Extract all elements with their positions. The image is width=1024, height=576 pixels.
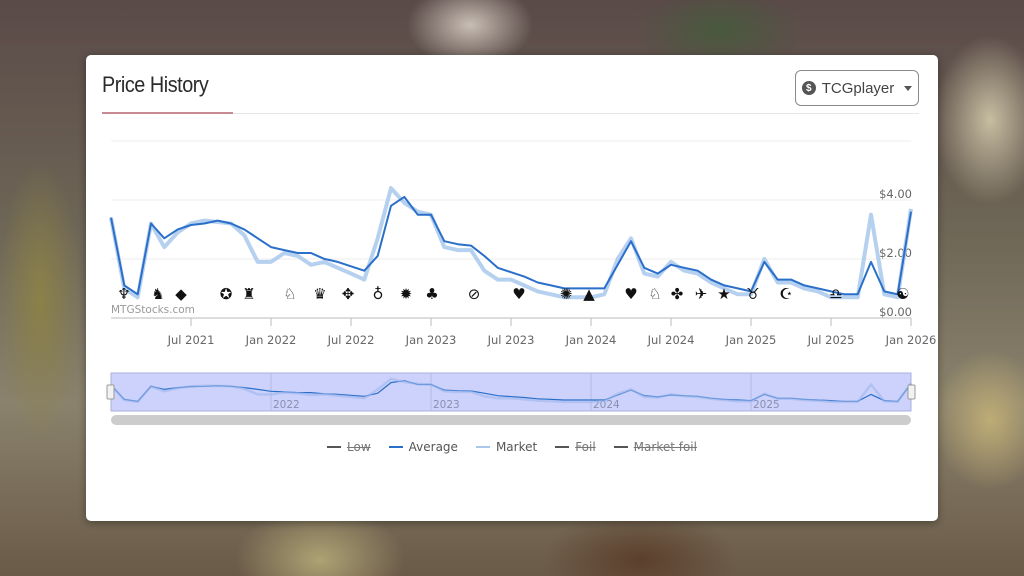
source-dropdown-button[interactable]: $ TCGplayer xyxy=(795,70,919,106)
x-tick-label: Jan 2026 xyxy=(885,333,937,347)
dollar-circle-icon: $ xyxy=(801,81,816,95)
set-symbol-icon[interactable]: ♘ xyxy=(283,285,296,303)
legend-item-market[interactable]: Market xyxy=(475,440,537,454)
set-symbol-icon[interactable]: ♞ xyxy=(151,285,164,303)
legend-item-foil[interactable]: Foil xyxy=(555,440,596,454)
x-tick-label: Jan 2025 xyxy=(725,333,777,347)
series-lines xyxy=(109,186,913,300)
set-symbol-icon[interactable]: ✹ xyxy=(400,285,413,303)
x-tick-label: Jul 2024 xyxy=(647,333,695,347)
set-symbol-icon[interactable]: ♥ xyxy=(624,285,637,303)
page-title: Price History xyxy=(102,72,209,97)
price-chart[interactable]: $4.00 $2.00 $0.00 Jul 2021 Jan 2022 Jul 20… xyxy=(86,55,938,435)
set-symbol-icon[interactable]: ♛ xyxy=(313,285,326,303)
set-symbol-icon[interactable]: ☪ xyxy=(779,285,792,303)
set-symbol-icon[interactable]: ♜ xyxy=(242,285,255,303)
set-symbol-markers: ♆ ♞ ◆ ✪ ♜ ♘ ♛ ✥ ♁ ✹ ♣ ⊘ ♥ ✺ ▲ ♥ ♘ ✤ ✈ ★ ♉ ☪ ♎ ☯ xyxy=(117,285,909,303)
y-label-4: $4.00 xyxy=(879,187,912,201)
x-tick-label: Jul 2021 xyxy=(167,333,215,347)
x-tick-label: Jul 2023 xyxy=(487,333,535,347)
x-tick-label: Jan 2024 xyxy=(565,333,617,347)
navigator-handle-right[interactable] xyxy=(907,384,916,400)
chart-legend: Low Average Market Foil Market foil xyxy=(86,440,938,454)
set-symbol-icon[interactable]: ✤ xyxy=(671,285,684,303)
set-symbol-icon[interactable]: ♘ xyxy=(648,285,661,303)
navigator-handle-left[interactable] xyxy=(106,384,115,400)
x-axis: Jul 2021 Jan 2022 Jul 2022 Jan 2023 Jul 2023… xyxy=(167,318,937,347)
set-symbol-icon[interactable]: ✪ xyxy=(220,285,233,303)
series-market xyxy=(109,186,913,300)
navigator-scrollbar[interactable] xyxy=(111,415,911,425)
series-average xyxy=(110,195,912,296)
x-tick-label: Jul 2025 xyxy=(807,333,855,347)
y-axis-labels: $4.00 $2.00 $0.00 xyxy=(879,187,912,319)
legend-swatch-average xyxy=(388,446,403,448)
set-symbol-icon[interactable]: ▲ xyxy=(583,285,595,303)
navigator-window[interactable] xyxy=(110,372,912,412)
legend-item-average[interactable]: Average xyxy=(388,440,458,454)
set-symbol-icon[interactable]: ♁ xyxy=(373,285,384,303)
price-history-card: Price History $ TCGplayer $4.00 $2.00 $0… xyxy=(86,55,938,521)
x-tick-label: Jul 2022 xyxy=(327,333,375,347)
set-symbol-icon[interactable]: ✥ xyxy=(342,285,355,303)
source-label: TCGplayer xyxy=(821,79,895,97)
x-tick-label: Jan 2022 xyxy=(245,333,297,347)
set-symbol-icon[interactable]: ★ xyxy=(717,285,730,303)
card-header: Price History $ TCGplayer xyxy=(102,55,919,114)
navigator-year-label: 2023 xyxy=(433,399,460,411)
legend-swatch-foil xyxy=(555,446,570,448)
legend-item-low[interactable]: Low xyxy=(327,440,371,454)
set-symbol-icon[interactable]: ✺ xyxy=(560,285,573,303)
set-symbol-icon[interactable]: ♣ xyxy=(425,285,438,303)
set-symbol-icon[interactable]: ◆ xyxy=(175,285,187,303)
set-symbol-icon[interactable]: ♥ xyxy=(512,285,525,303)
set-symbol-icon[interactable]: ♆ xyxy=(117,285,130,303)
set-symbol-icon[interactable]: ⊘ xyxy=(468,285,481,303)
y-label-0: $0.00 xyxy=(879,305,912,319)
set-symbol-icon[interactable]: ✈ xyxy=(695,285,708,303)
navigator-year-label: 2022 xyxy=(273,399,300,411)
navigator-year-label: 2025 xyxy=(753,399,780,411)
watermark: MTGStocks.com xyxy=(111,304,195,316)
legend-item-market-foil[interactable]: Market foil xyxy=(613,440,697,454)
legend-swatch-low xyxy=(327,446,342,448)
caret-down-icon xyxy=(904,85,913,91)
set-symbol-icon[interactable]: ♉ xyxy=(746,285,759,303)
navigator[interactable]: 2022 2023 2024 2025 xyxy=(106,372,916,425)
title-underline xyxy=(102,112,233,114)
legend-swatch-market-foil xyxy=(613,446,628,448)
set-symbol-icon[interactable]: ♎ xyxy=(829,285,842,303)
set-symbol-icon[interactable]: ☯ xyxy=(896,285,909,303)
legend-swatch-market xyxy=(475,446,490,448)
x-tick-label: Jan 2023 xyxy=(405,333,457,347)
